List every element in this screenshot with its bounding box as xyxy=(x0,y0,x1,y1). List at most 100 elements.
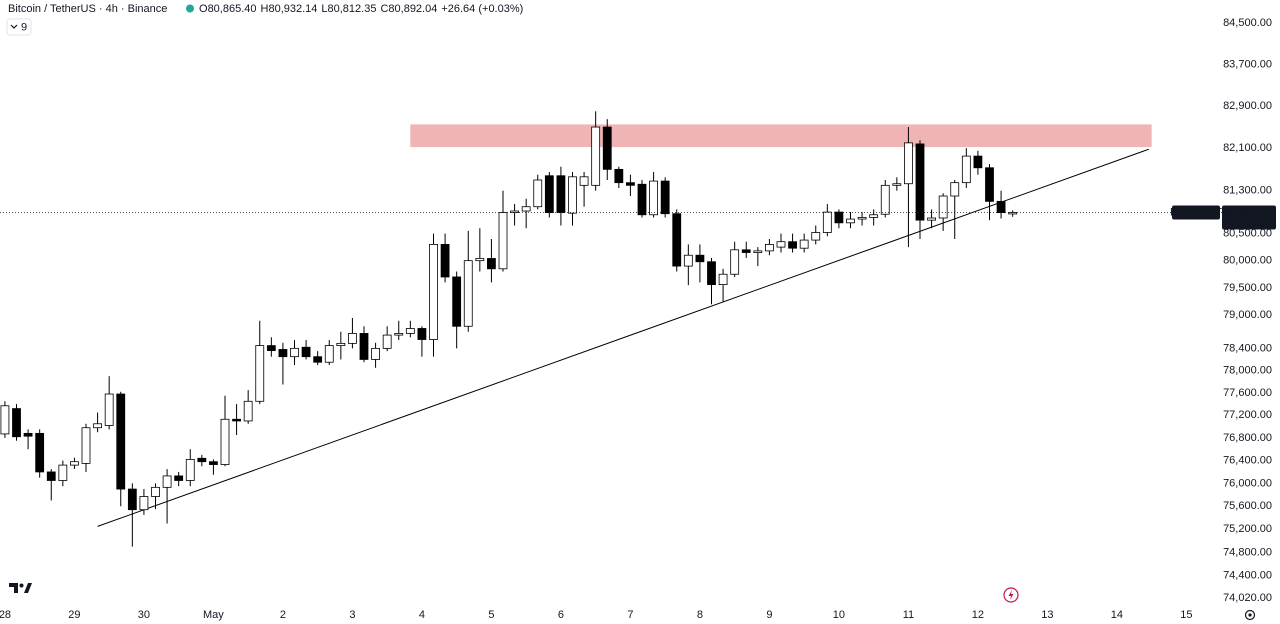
candle-body xyxy=(46,471,56,481)
indicator-toggle[interactable] xyxy=(6,18,32,36)
candle-body xyxy=(915,143,925,221)
y-tick-label: 78,400.00 xyxy=(1223,342,1272,354)
candle-body xyxy=(672,213,682,267)
y-tick-label: 76,800.00 xyxy=(1223,432,1272,444)
candle-body xyxy=(394,333,404,336)
candle-body xyxy=(475,258,485,262)
y-tick-label: 74,800.00 xyxy=(1223,546,1272,558)
candle-body xyxy=(834,211,844,224)
candle-body xyxy=(568,176,577,214)
logo-part xyxy=(9,583,18,593)
candle-body xyxy=(741,249,751,253)
candle-body xyxy=(637,183,647,216)
candle-body xyxy=(961,155,971,184)
x-tick-label: 15 xyxy=(1180,609,1192,621)
y-tick-label: 81,300.00 xyxy=(1223,185,1272,197)
ohlc-value: 80,892.04 xyxy=(388,3,437,15)
status-dot xyxy=(186,4,194,13)
candle-body xyxy=(243,400,253,422)
candle-body xyxy=(255,345,265,402)
x-tick-label: 30 xyxy=(138,609,150,621)
candle-body xyxy=(278,349,288,358)
alert-ring[interactable] xyxy=(1003,587,1019,603)
candle-body xyxy=(324,345,334,363)
y-tick-label: 79,500.00 xyxy=(1223,282,1272,294)
candle-body xyxy=(707,261,716,285)
candle-body xyxy=(846,218,855,224)
candle-body xyxy=(510,210,519,214)
candle-body xyxy=(730,249,740,275)
y-tick-label: 76,400.00 xyxy=(1223,454,1272,466)
candle-body xyxy=(614,168,624,184)
x-tick-label: 14 xyxy=(1111,609,1123,621)
candle-body xyxy=(23,432,33,437)
candle-body xyxy=(487,258,496,270)
candle-body xyxy=(313,356,323,363)
candle-body xyxy=(498,212,508,270)
candle-body xyxy=(440,244,450,278)
alert-bolt[interactable] xyxy=(1008,590,1014,600)
alert-icon[interactable] xyxy=(1003,587,1019,603)
candle-body xyxy=(938,195,948,219)
candle-body xyxy=(718,273,728,285)
x-tick-label: 6 xyxy=(558,609,564,621)
ohlc-value: 80,932.14 xyxy=(268,3,317,15)
candle-body xyxy=(811,232,821,241)
candle-body xyxy=(174,475,184,481)
y-tick-label: 75,200.00 xyxy=(1223,523,1272,535)
candle-body xyxy=(521,206,531,212)
candle-body xyxy=(985,167,994,202)
candle-body xyxy=(405,328,415,334)
candle-body xyxy=(880,184,890,215)
price-axis: 84,500.00 83,700.00 82,900.00 82,100.00 81,3… xyxy=(0,17,1272,621)
candle-body xyxy=(776,241,786,248)
y-tick-label: 77,600.00 xyxy=(1223,387,1272,399)
candle-body xyxy=(591,126,601,186)
candle-body xyxy=(371,347,380,360)
ohlc-letter: C xyxy=(380,3,388,15)
candle-body xyxy=(950,182,960,197)
y-tick-label: 76,000.00 xyxy=(1223,477,1272,489)
x-tick-label: 29 xyxy=(68,609,80,621)
candle-body xyxy=(336,342,346,346)
logo-part xyxy=(19,583,24,588)
candle-body xyxy=(93,423,102,429)
symbol-tag-box xyxy=(1172,205,1220,220)
candle-body xyxy=(544,175,554,214)
candle-body xyxy=(139,496,149,511)
x-tick-label: 3 xyxy=(349,609,355,621)
y-tick-label: 84,500.00 xyxy=(1223,17,1272,29)
legend-header: Bitcoin / TetherUS · 4h · Binance O80,86… xyxy=(6,3,523,36)
x-tick-label: 9 xyxy=(766,609,772,621)
candle-body xyxy=(996,200,1006,214)
candle-body xyxy=(869,214,879,218)
candle-body xyxy=(904,142,913,185)
gear-center[interactable] xyxy=(1248,613,1252,617)
candle-body xyxy=(765,244,774,252)
price-tag-box xyxy=(1222,205,1276,230)
ohlc-values: O80,865.40 H80,932.14 L80,812.35 C80,892.04… xyxy=(199,3,523,15)
candle-body xyxy=(799,239,809,249)
gear[interactable] xyxy=(1244,609,1256,621)
y-tick-label: 80,500.00 xyxy=(1223,228,1272,240)
candle-body xyxy=(266,345,276,351)
y-tick-label: 82,100.00 xyxy=(1223,142,1272,154)
candle-body xyxy=(579,176,589,186)
candle-body xyxy=(151,486,160,497)
candle-body xyxy=(660,180,670,215)
price-tag-value: 80,892.04 xyxy=(1223,206,1272,218)
candle-body xyxy=(104,393,114,426)
candle-body xyxy=(382,334,392,349)
resistance-zone xyxy=(410,124,1152,148)
ohlc-value: 80,812.35 xyxy=(328,3,377,15)
candle-body xyxy=(452,276,462,327)
candle-body xyxy=(927,217,936,221)
candle-body xyxy=(0,405,10,435)
settings-icon[interactable] xyxy=(1244,609,1256,621)
x-tick-label: 5 xyxy=(488,609,494,621)
candle-body xyxy=(695,254,705,263)
x-tick-label: May xyxy=(203,609,224,621)
candle-body xyxy=(162,475,172,488)
